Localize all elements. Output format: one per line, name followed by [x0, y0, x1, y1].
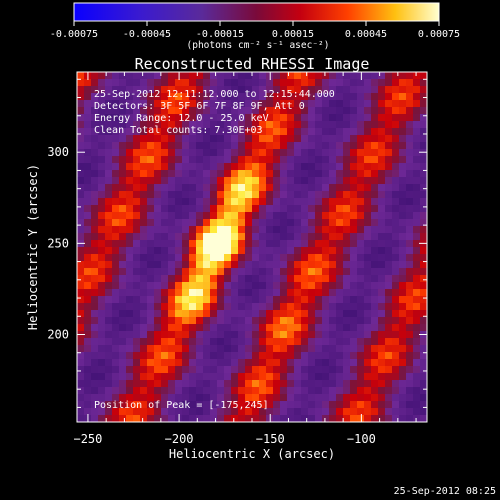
- colorbar-tick-label: -0.00045: [123, 29, 171, 40]
- colorbar-tick-label: 0.00045: [345, 29, 387, 40]
- colorbar-tick-label: -0.00015: [196, 29, 244, 40]
- x-tick-label: −100: [347, 432, 376, 446]
- info-time-range: 25-Sep-2012 12:11:12.000 to 12:15:44.000: [94, 89, 335, 100]
- y-axis-label: Heliocentric Y (arcsec): [26, 164, 40, 330]
- y-tick-label: 200: [47, 328, 69, 342]
- x-tick-label: −150: [256, 432, 285, 446]
- y-tick-labels: 200 250 300: [47, 145, 69, 341]
- reconstructed-image: [77, 72, 427, 422]
- y-tick-label: 250: [47, 236, 69, 250]
- image-panel: [76, 71, 428, 423]
- info-detectors: Detectors: 3F 5F 6F 7F 8F 9F, Att 0: [94, 101, 305, 112]
- peak-position-label: Position of Peak = [-175,245]: [94, 400, 269, 411]
- colorbar: -0.00075 -0.00045 -0.00015 0.00015 0.00045 0.…: [50, 2, 460, 51]
- info-clean-counts: Clean Total counts: 7.30E+03: [94, 125, 263, 136]
- y-tick-label: 300: [47, 145, 69, 159]
- plot-title: Reconstructed RHESSI Image: [135, 55, 370, 73]
- colorbar-unit-label: (photons cm⁻² s⁻¹ asec⁻²): [187, 40, 330, 51]
- colorbar-tick-label: 0.00015: [272, 29, 314, 40]
- info-energy-range: Energy Range: 12.0 - 25.0 keV: [94, 113, 269, 124]
- x-tick-label: −250: [73, 432, 102, 446]
- colorbar-ticks: -0.00075 -0.00045 -0.00015 0.00015 0.00045 0.…: [50, 21, 460, 40]
- colorbar-gradient: [73, 2, 440, 22]
- colorbar-tick-label: 0.00075: [418, 29, 460, 40]
- info-text-block: 25-Sep-2012 12:11:12.000 to 12:15:44.000…: [94, 89, 335, 136]
- colorbar-tick-label: -0.00075: [50, 29, 98, 40]
- x-axis-label: Heliocentric X (arcsec): [169, 447, 335, 461]
- axis-ticks: [77, 72, 427, 422]
- footer-timestamp: 25-Sep-2012 08:25: [394, 486, 496, 497]
- x-tick-label: −200: [165, 432, 194, 446]
- x-tick-labels: −250 −200 −150 −100: [73, 432, 375, 446]
